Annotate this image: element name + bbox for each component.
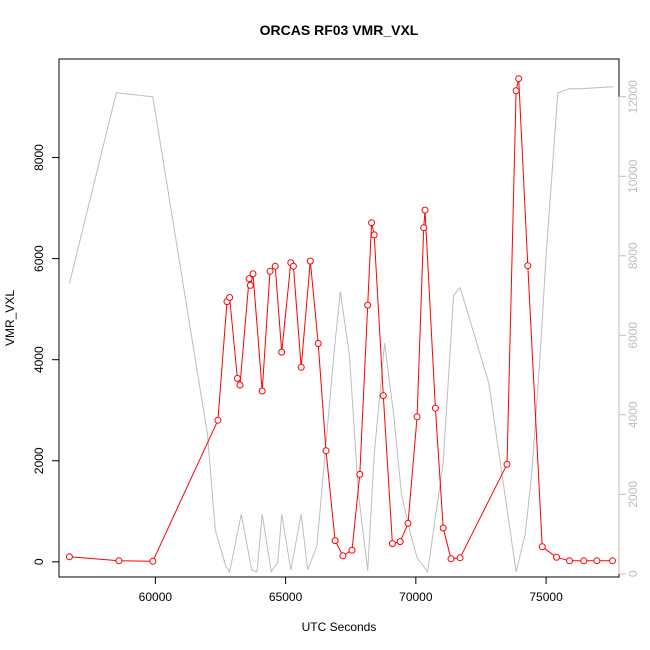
y-tick-label: 6000 [32, 245, 46, 272]
y2-tick-label: 10000 [626, 159, 640, 193]
data-point [421, 206, 429, 214]
y-axis-left: 0 2000 4000 6000 8000 [32, 144, 60, 565]
data-point [314, 340, 322, 347]
chart-title: ORCAS RF03 VMR_VXL [260, 22, 419, 38]
data-point [245, 275, 253, 283]
data-point [236, 381, 244, 389]
x-tick-label: 75000 [529, 590, 563, 604]
data-point [339, 552, 347, 560]
data-point [214, 416, 222, 424]
data-point [503, 460, 511, 468]
y2-tick-label: 8000 [626, 242, 640, 269]
data-point [431, 404, 439, 412]
y-tick-label: 8000 [32, 144, 46, 171]
data-point [580, 557, 588, 565]
y2-tick-label: 6000 [626, 322, 640, 349]
data-point [512, 87, 520, 95]
data-point [388, 540, 396, 548]
y2-tick-label: 4000 [626, 401, 640, 428]
y-axis-label: VMR_VXL [3, 290, 17, 346]
data-point [368, 219, 376, 227]
data-point [447, 555, 455, 563]
data-point [609, 557, 616, 565]
y-tick-label: 4000 [32, 346, 46, 373]
data-point [249, 270, 257, 278]
data-point [266, 267, 274, 275]
data-point [370, 231, 378, 239]
data-point [538, 543, 546, 551]
x-tick-label: 65000 [269, 590, 303, 604]
x-tick-label: 70000 [399, 590, 433, 604]
data-point [226, 294, 234, 301]
data-point [396, 538, 404, 546]
data-point [271, 262, 279, 270]
data-point [420, 224, 428, 232]
data-point [258, 387, 266, 395]
data-point [593, 557, 601, 565]
x-axis: 60000 65000 70000 75000 [139, 576, 563, 604]
data-point [149, 557, 157, 565]
y-tick-label: 0 [32, 558, 46, 565]
data-point [289, 262, 297, 270]
data-point [364, 301, 372, 309]
data-point [278, 348, 286, 356]
data-point [306, 257, 314, 265]
data-point [297, 363, 305, 371]
data-point [115, 557, 123, 565]
data-point [246, 281, 254, 289]
y2-tick-label: 0 [626, 570, 640, 577]
y-axis-right: 0 2000 4000 6000 8000 10000 12000 [618, 80, 640, 577]
y2-tick-label: 12000 [626, 80, 640, 114]
x-axis-label: UTC Seconds [302, 620, 377, 634]
data-point [515, 75, 523, 83]
data-point [233, 374, 241, 382]
y2-tick-label: 2000 [626, 481, 640, 508]
data-point [439, 524, 447, 532]
data-point [524, 262, 532, 270]
data-point [456, 554, 464, 562]
data-point [322, 447, 330, 455]
x-tick-label: 60000 [139, 590, 173, 604]
data-point [404, 519, 412, 527]
data-point [65, 553, 73, 561]
data-point [566, 557, 573, 565]
y-tick-label: 2000 [32, 447, 46, 474]
data-point [331, 537, 339, 545]
secondary-series-line [68, 86, 614, 574]
data-point [356, 470, 364, 478]
data-point [553, 553, 560, 561]
data-point [379, 392, 387, 400]
series-layer [65, 75, 616, 574]
data-point [348, 546, 356, 554]
data-point [413, 413, 421, 421]
